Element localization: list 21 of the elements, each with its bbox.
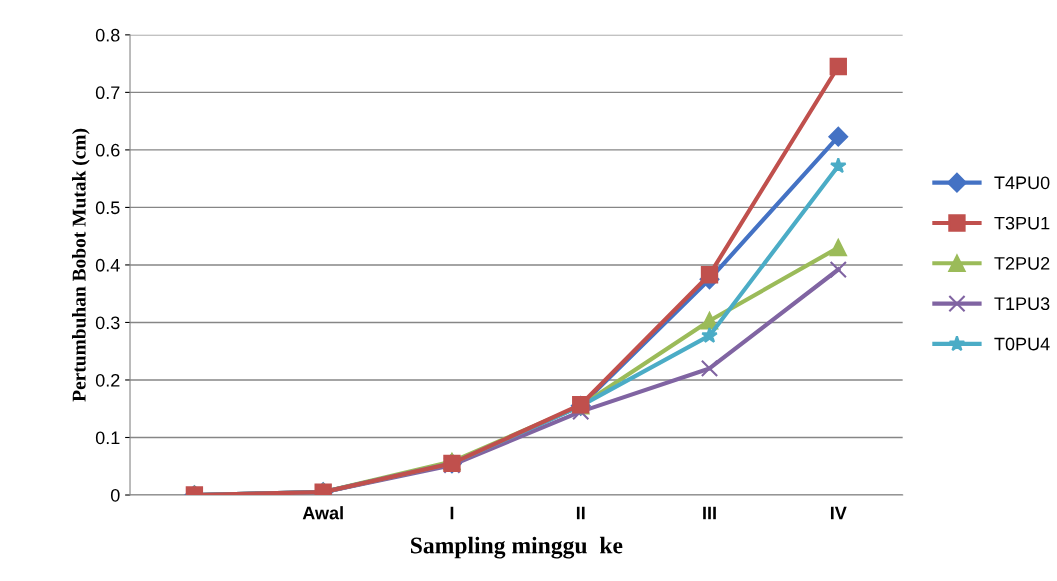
x-tick-label: I <box>450 506 454 520</box>
y-tick-label: 0 <box>110 488 120 502</box>
y-tick-label: 0.8 <box>95 28 120 42</box>
legend-label: T1PU3 <box>994 297 1050 311</box>
legend-label: T4PU0 <box>994 176 1050 190</box>
x-axis-title: Sampling minggu ke <box>411 536 623 559</box>
x-tick-label: III <box>703 506 716 520</box>
x-tick-label: IV <box>830 506 847 520</box>
legend-label: T2PU2 <box>994 257 1050 270</box>
y-tick-label: 0.4 <box>95 258 120 272</box>
y-tick-label: 0.2 <box>95 373 120 387</box>
x-tick-label: II <box>576 506 585 520</box>
y-tick-label: 0.7 <box>95 86 120 100</box>
y-tick-label: 0.3 <box>95 316 120 330</box>
y-tick-label: 0.5 <box>95 201 120 215</box>
legend-label: T3PU1 <box>994 216 1050 230</box>
legend-label: T0PU4 <box>994 337 1050 351</box>
x-tick-label: Awal <box>302 506 343 520</box>
y-axis-title: Pertumbuhan Bobot Mutak (cm) <box>72 128 90 402</box>
y-tick-label: 0.1 <box>95 431 120 445</box>
y-tick-label: 0.6 <box>95 143 120 157</box>
